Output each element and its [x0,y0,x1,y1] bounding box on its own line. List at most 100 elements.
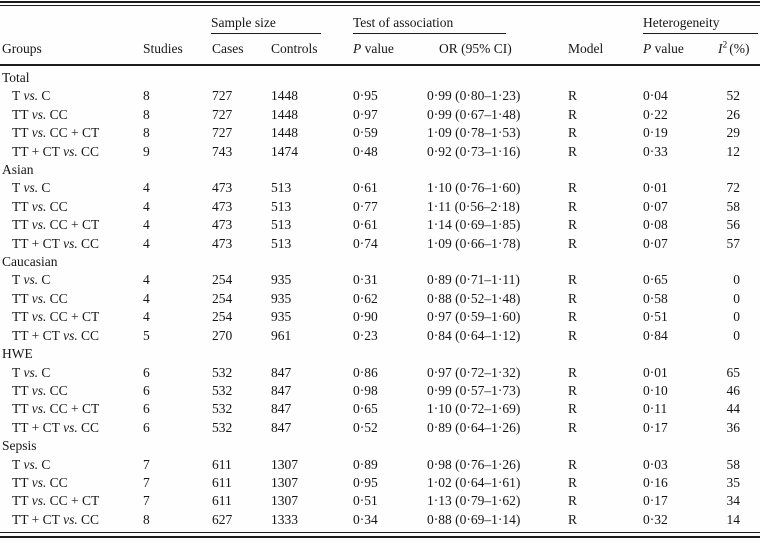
cell-studies: 4 [143,290,150,306]
cell-or_ci: 0·99 (0·67–1·48) [427,106,521,122]
cell-studies: 6 [143,401,150,417]
comparison-left: TT [12,125,29,141]
cell-studies: 8 [143,106,150,122]
vs-label: vs. [31,106,47,122]
cell-p_assoc: 0·51 [353,493,378,509]
cell-studies: 9 [143,143,150,159]
cell-model: R [568,180,578,196]
cell-p_het: 0·16 [643,474,668,490]
cell-controls: 1474 [271,143,298,159]
cell-controls: 513 [271,198,292,214]
comparison-label: TT vs. CC [0,382,140,400]
vs-label: vs. [23,180,39,196]
table-row: TT vs. CC + CT 4 254 935 0·90 0·97 (0·59–1·60) R… [0,308,760,326]
cell-model: R [568,493,578,509]
cell-model: R [568,106,578,122]
cell-p_assoc: 0·48 [353,143,378,159]
comparison-right: CC [80,235,99,251]
cell-model: R [568,198,578,214]
cell-i2: 65 [726,364,741,380]
group-label: HWE [2,346,33,362]
comparison-right: C [41,364,51,380]
cell-p_assoc: 0·95 [353,88,378,104]
cell-model: R [568,474,578,490]
cell-studies: 6 [143,419,150,435]
cell-p_het: 0·07 [643,198,668,214]
cell-cases: 473 [212,198,233,214]
group-label: Asian [2,162,34,178]
cell-cases: 532 [212,401,233,417]
cell-or_ci: 0·88 (0·69–1·14) [427,511,521,527]
vs-label: vs. [31,290,47,306]
cell-i2: 34 [726,493,741,509]
cell-cases: 473 [212,217,233,233]
top-rule-thin [0,5,760,6]
vs-label: vs. [31,125,47,141]
cell-p_het: 0·33 [643,143,668,159]
cell-i2: 0 [733,327,740,343]
cell-model: R [568,456,578,472]
cell-p_het: 0·07 [643,235,668,251]
table-row: TT vs. CC 6 532 847 0·98 0·99 (0·57–1·73) R 0·10 4… [0,382,760,400]
cell-controls: 847 [271,401,292,417]
comparison-left: TT + CT [12,235,60,251]
comparison-left: TT [12,309,29,325]
comparison-right: CC [80,419,99,435]
vs-label: vs. [31,474,47,490]
cell-or_ci: 0·89 (0·64–1·26) [427,419,521,435]
cell-controls: 513 [271,217,292,233]
cell-studies: 4 [143,217,150,233]
sample-size-header: Sample size [211,15,321,34]
cell-or_ci: 1·02 (0·64–1·61) [427,474,521,490]
cell-p_assoc: 0·62 [353,290,378,306]
cell-i2: 72 [726,180,741,196]
cell-p_assoc: 0·59 [353,125,378,141]
comparison-right: CC + CT [49,217,100,233]
vs-label: vs. [23,456,39,472]
cell-studies: 4 [143,272,150,288]
cell-model: R [568,364,578,380]
meta-analysis-table: Sample size Test of association Heteroge… [0,7,760,529]
cell-studies: 5 [143,327,150,343]
cell-p_assoc: 0·77 [353,198,378,214]
cell-cases: 727 [212,125,233,141]
bottom-rule-thin [0,532,760,533]
comparison-label: TT vs. CC + CT [0,400,140,418]
cell-i2: 57 [726,235,741,251]
cell-controls: 1307 [271,474,298,490]
cell-controls: 1307 [271,493,298,509]
cell-model: R [568,290,578,306]
vs-label: vs. [23,364,39,380]
cell-p_het: 0·84 [643,327,668,343]
comparison-left: TT [12,382,29,398]
heterogeneity-header: Heterogeneity [643,15,758,34]
comparison-left: T [12,180,21,196]
cell-or_ci: 1·10 (0·76–1·60) [427,180,521,196]
comparison-right: CC [49,290,68,306]
vs-label: vs. [63,235,78,251]
group-row: Sepsis [0,437,760,455]
cell-studies: 8 [143,125,150,141]
cell-p_het: 0·04 [643,88,668,104]
cell-p_assoc: 0·31 [353,272,378,288]
cell-controls: 1448 [271,125,298,141]
cell-i2: 56 [726,217,741,233]
cell-or_ci: 0·98 (0·76–1·26) [427,456,521,472]
table-row: TT + CT vs. CC 6 532 847 0·52 0·89 (0·64–1·26) R… [0,419,760,437]
cell-cases: 254 [212,272,233,288]
group-label: Total [2,70,30,85]
cell-model: R [568,382,578,398]
cell-i2: 52 [726,88,741,104]
cell-controls: 513 [271,180,292,196]
cell-controls: 935 [271,272,292,288]
cell-model: R [568,327,578,343]
studies-header: Studies [140,34,210,66]
cell-i2: 0 [733,309,740,325]
comparison-left: TT [12,401,29,417]
group-label: Caucasian [2,254,58,270]
vs-label: vs. [31,217,47,233]
cell-controls: 1448 [271,106,298,122]
